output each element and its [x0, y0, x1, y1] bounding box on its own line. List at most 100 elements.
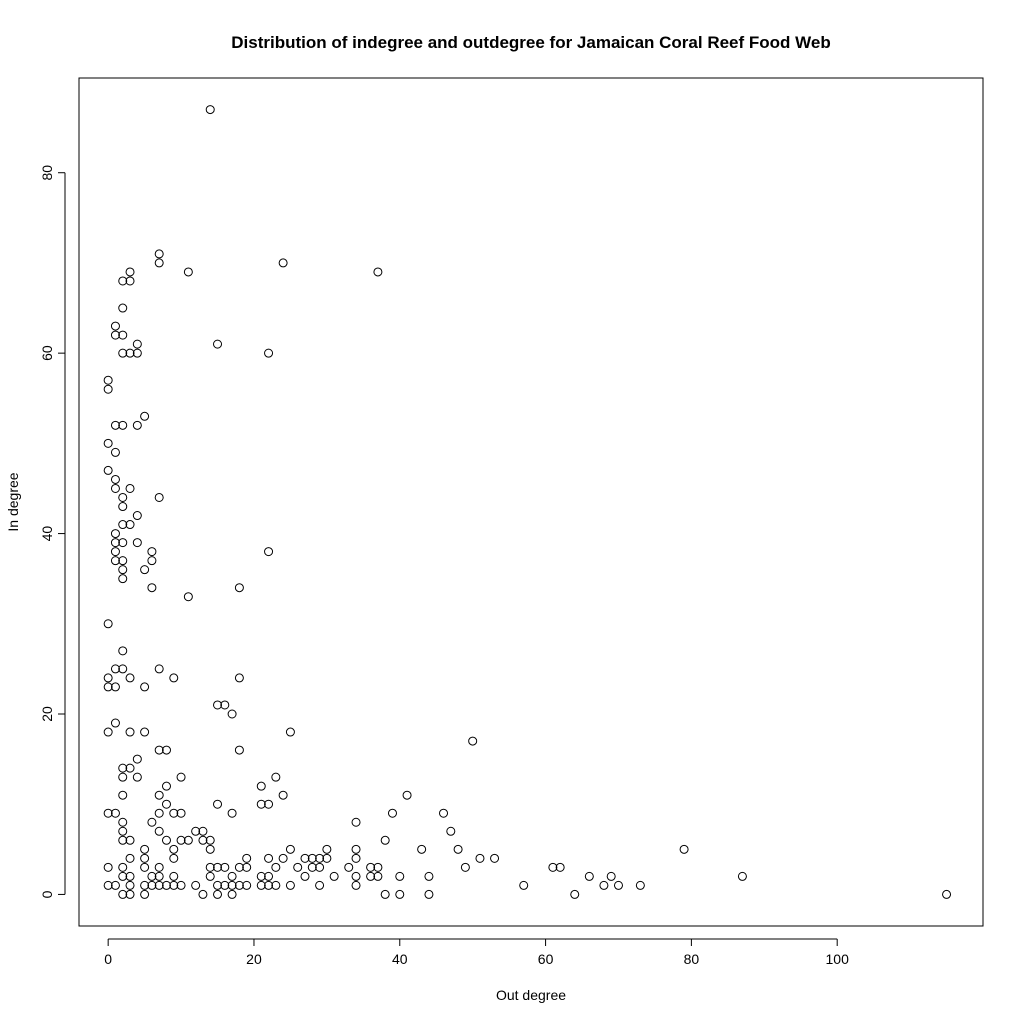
data-point [140, 727, 150, 737]
data-point [140, 565, 150, 575]
data-point [293, 862, 303, 872]
data-point [125, 835, 135, 845]
data-point [285, 844, 295, 854]
data-point [132, 754, 142, 764]
data-point [154, 826, 164, 836]
data-point [191, 880, 201, 890]
data-point [103, 673, 113, 683]
data-point [110, 529, 120, 539]
data-point [242, 862, 252, 872]
data-point [110, 447, 120, 457]
data-point [169, 853, 179, 863]
data-point [118, 664, 128, 674]
data-point [140, 411, 150, 421]
data-point [278, 853, 288, 863]
data-point [169, 844, 179, 854]
data-point [118, 276, 128, 286]
data-point [103, 727, 113, 737]
data-point [242, 880, 252, 890]
data-point [373, 871, 383, 881]
data-point [154, 664, 164, 674]
data-point [191, 826, 201, 836]
data-point [679, 844, 689, 854]
data-point [300, 853, 310, 863]
data-point [140, 682, 150, 692]
data-point [118, 502, 128, 512]
data-point [380, 889, 390, 899]
x-tick-label: 100 [826, 951, 850, 967]
data-point [169, 880, 179, 890]
data-point [205, 871, 215, 881]
data-point [264, 853, 274, 863]
data-point [118, 646, 128, 656]
data-point [176, 835, 186, 845]
data-point [315, 862, 325, 872]
data-point [154, 249, 164, 259]
data-point [307, 853, 317, 863]
data-point [118, 330, 128, 340]
data-point [264, 799, 274, 809]
data-point [110, 682, 120, 692]
data-point [125, 871, 135, 881]
data-point [169, 673, 179, 683]
data-point [613, 880, 623, 890]
data-point [140, 862, 150, 872]
x-tick-label: 40 [392, 951, 408, 967]
data-point [154, 258, 164, 268]
data-point [278, 790, 288, 800]
data-point [154, 745, 164, 755]
y-tick-label: 40 [39, 526, 55, 542]
data-point [198, 826, 208, 836]
data-point [118, 538, 128, 548]
data-point [118, 763, 128, 773]
data-point [329, 871, 339, 881]
data-point [110, 483, 120, 493]
data-point [125, 673, 135, 683]
data-point [213, 700, 223, 710]
data-point [161, 835, 171, 845]
data-point [110, 556, 120, 566]
data-point [402, 790, 412, 800]
data-point [220, 700, 230, 710]
data-point [351, 844, 361, 854]
data-point [584, 871, 594, 881]
x-axis-label: Out degree [496, 987, 566, 1003]
data-point [118, 556, 128, 566]
data-point [227, 709, 237, 719]
data-point [154, 862, 164, 872]
data-point [169, 808, 179, 818]
y-tick-label: 20 [39, 706, 55, 722]
data-point [606, 871, 616, 881]
data-point [322, 844, 332, 854]
data-point [103, 862, 113, 872]
data-point [118, 826, 128, 836]
data-point [125, 483, 135, 493]
data-point [118, 574, 128, 584]
data-point [118, 889, 128, 899]
data-point [147, 547, 157, 557]
data-point [519, 880, 529, 890]
data-point [110, 664, 120, 674]
data-point [446, 826, 456, 836]
data-point [344, 862, 354, 872]
data-point [161, 799, 171, 809]
data-point [176, 808, 186, 818]
data-point [140, 880, 150, 890]
y-axis-label: In degree [5, 472, 21, 531]
data-point [256, 871, 266, 881]
data-point [570, 889, 580, 899]
data-point [118, 348, 128, 358]
data-point [118, 565, 128, 575]
x-axis: 0 20 40 60 80 100 [104, 938, 850, 967]
data-point [256, 781, 266, 791]
data-point [132, 420, 142, 430]
data-point [125, 348, 135, 358]
data-point [213, 889, 223, 899]
data-point [176, 772, 186, 782]
data-point [147, 871, 157, 881]
data-points [103, 105, 952, 899]
data-point [351, 871, 361, 881]
data-point [110, 808, 120, 818]
data-point [118, 790, 128, 800]
